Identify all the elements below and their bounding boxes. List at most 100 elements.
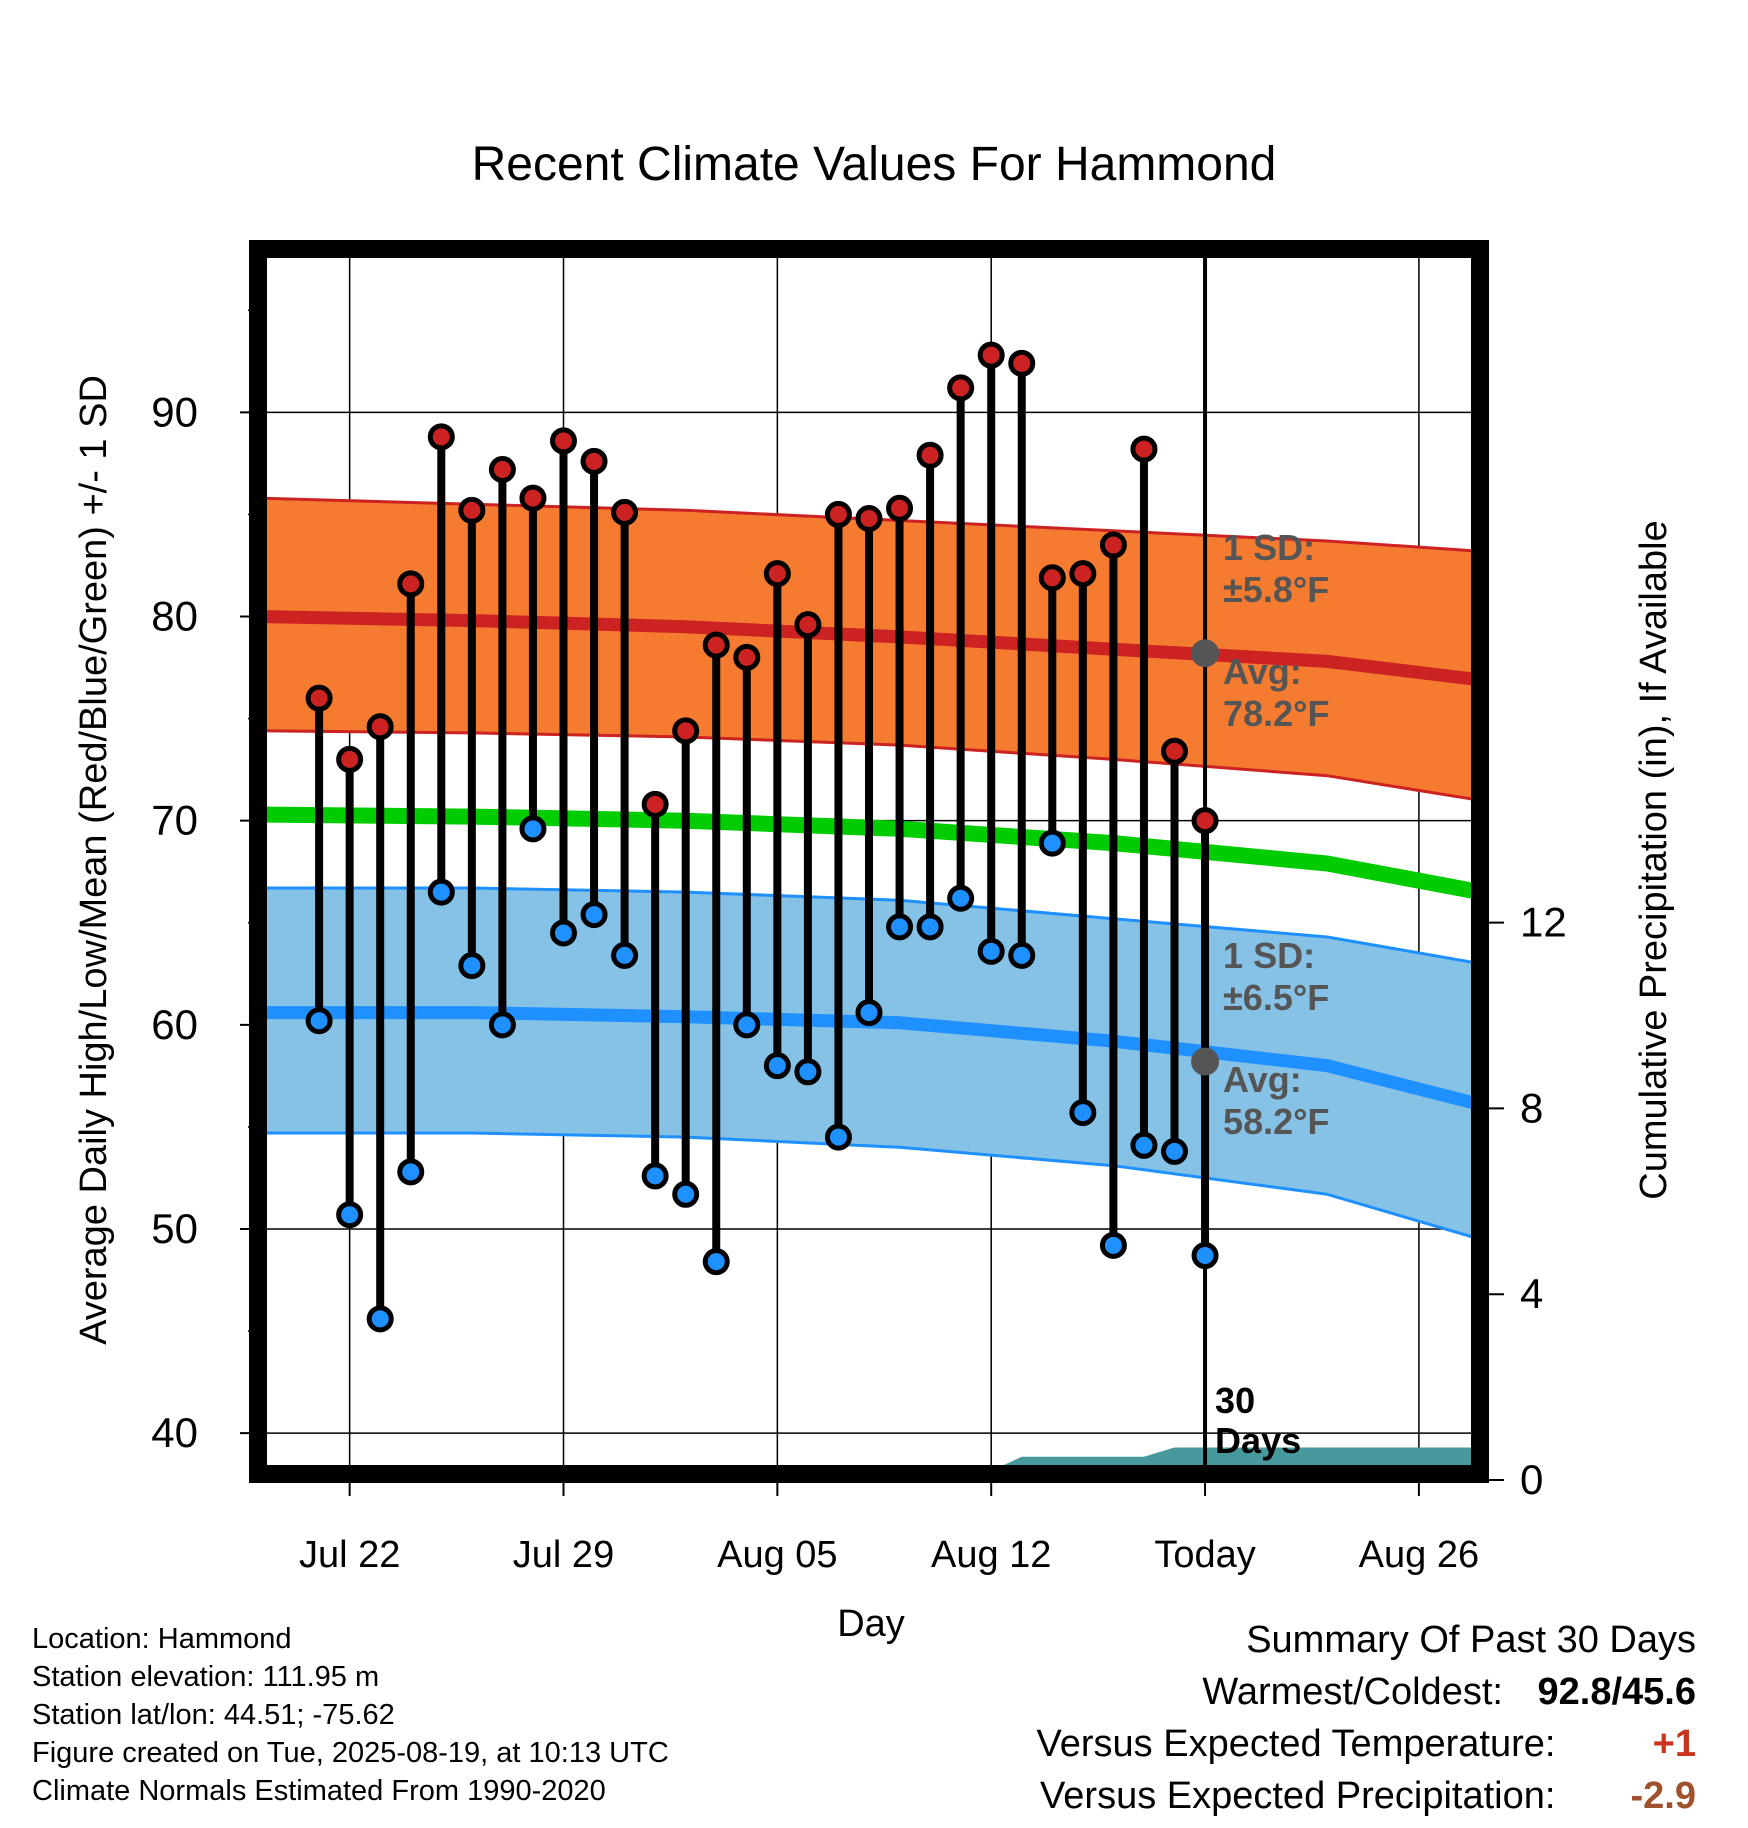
obs-low-point <box>824 1123 852 1151</box>
high-avg-value: 78.2°F <box>1223 693 1329 734</box>
info-normals: Climate Normals Estimated From 1990-2020 <box>32 1775 606 1807</box>
summary-warm-cold: Warmest/Coldest: 92.8/45.6 <box>796 1666 1696 1718</box>
axes: 40 50 60 70 80 90 0 4 8 12 Jul 22 Jul 29 Aug 05 Aug 1… <box>151 240 1567 1576</box>
high-avg-marker <box>1191 639 1220 668</box>
obs-high-point <box>611 498 639 526</box>
obs-high-point <box>641 790 669 818</box>
obs-low-point <box>336 1201 364 1229</box>
obs-high-point <box>427 423 455 451</box>
summary-temp: Versus Expected Temperature: +1 <box>796 1718 1696 1770</box>
y-tick-label: 80 <box>151 593 198 640</box>
y-tick-label: 40 <box>151 1409 198 1456</box>
chart-title: Recent Climate Values For Hammond <box>472 138 1277 191</box>
obs-low-point <box>977 937 1005 965</box>
obs-low-point <box>1099 1231 1127 1259</box>
y-tick-label: 50 <box>151 1205 198 1252</box>
info-elevation: Station elevation: 111.95 m <box>32 1661 380 1693</box>
x-axis-label: Day <box>837 1603 905 1645</box>
x-tick-label: Jul 22 <box>299 1534 400 1576</box>
plot-frame <box>249 240 1489 1483</box>
info-created: Figure created on Tue, 2025-08-19, at 10… <box>32 1737 669 1769</box>
temp-label: Versus Expected Temperature: <box>1036 1723 1556 1765</box>
obs-low-point <box>611 941 639 969</box>
y-tick-label: 90 <box>151 388 198 435</box>
obs-low-point <box>672 1180 700 1208</box>
summary-heading: Summary Of Past 30 Days <box>1246 1619 1696 1661</box>
obs-high-point <box>550 427 577 455</box>
obs-high-point <box>702 631 730 659</box>
obs-low-point <box>427 878 455 906</box>
precip-label: Versus Expected Precipitation: <box>1040 1775 1556 1817</box>
obs-high-point <box>1161 737 1188 765</box>
y-axis-label: Average Daily High/Low/Mean (Red/Blue/Gr… <box>73 375 115 1345</box>
obs-high-point <box>336 745 364 773</box>
obs-high-point <box>1069 560 1097 588</box>
obs-high-point <box>1099 531 1127 559</box>
low-sd-band-lower-edge <box>258 1131 1481 1241</box>
obs-low-point <box>763 1052 791 1080</box>
y2-tick-label: 12 <box>1520 899 1567 946</box>
obs-low-point <box>458 952 486 980</box>
obs-low-point <box>488 1011 516 1039</box>
obs-high-point <box>1008 349 1036 377</box>
obs-low-point <box>305 1007 333 1035</box>
obs-low-point <box>550 919 577 947</box>
obs-low-point <box>1191 1242 1219 1270</box>
obs-low-point <box>733 1011 761 1039</box>
obs-high-point <box>519 484 547 512</box>
x-tick-label: Today <box>1154 1534 1255 1576</box>
y2-tick-label: 4 <box>1520 1270 1543 1317</box>
temp-value: +1 <box>1652 1723 1696 1765</box>
low-sd-label: 1 SD: <box>1223 935 1315 976</box>
today-days-label: Days <box>1215 1420 1301 1461</box>
today-count-label: 30 <box>1215 1380 1255 1421</box>
normal-low-line <box>258 1006 1482 1111</box>
obs-high-point <box>580 447 608 475</box>
y2-axis-label: Cumulative Precipitation (in), If Availa… <box>1633 520 1675 1199</box>
precip-value: -2.9 <box>1630 1775 1696 1817</box>
station-info: Location: Hammond Station elevation: 111… <box>32 1620 669 1810</box>
x-tick-label: Aug 26 <box>1359 1534 1479 1576</box>
obs-high-point <box>1130 435 1158 463</box>
obs-low-point <box>886 913 914 941</box>
obs-low-point <box>366 1305 394 1333</box>
obs-low-point <box>855 999 883 1027</box>
high-sd-value: ±5.8°F <box>1223 569 1329 610</box>
obs-high-point <box>1038 564 1066 592</box>
obs-low-point <box>580 901 608 929</box>
obs-low-point <box>702 1248 730 1276</box>
obs-high-point <box>366 713 394 741</box>
obs-low-point <box>1008 941 1036 969</box>
warm-cold-label: Warmest/Coldest: <box>1202 1671 1503 1713</box>
x-tick-label: Jul 29 <box>513 1534 614 1576</box>
obs-high-point <box>916 441 944 469</box>
obs-high-point <box>763 560 791 588</box>
obs-low-point <box>916 913 944 941</box>
obs-high-point <box>886 494 914 522</box>
obs-high-point <box>947 374 975 402</box>
high-sd-label: 1 SD: <box>1223 527 1315 568</box>
obs-low-point <box>947 884 975 912</box>
high-avg-label: Avg: <box>1223 651 1302 692</box>
obs-high-point <box>855 505 883 532</box>
low-avg-marker <box>1191 1047 1220 1076</box>
summary-panel: Summary Of Past 30 Days Warmest/Coldest:… <box>796 1614 1696 1822</box>
obs-high-point <box>733 643 761 671</box>
obs-low-point <box>794 1058 822 1086</box>
obs-low-point <box>1069 1099 1097 1127</box>
obs-high-point <box>458 496 486 524</box>
obs-low-point <box>641 1162 669 1190</box>
info-latlon: Station lat/lon: 44.51; -75.62 <box>32 1699 395 1731</box>
obs-high-point <box>824 500 852 528</box>
x-tick-label: Aug 12 <box>931 1534 1051 1576</box>
y2-tick-label: 8 <box>1520 1084 1543 1131</box>
obs-high-point <box>488 456 516 483</box>
obs-high-point <box>794 611 822 639</box>
x-tick-label: Aug 05 <box>717 1534 837 1576</box>
warm-cold-value: 92.8/45.6 <box>1537 1671 1696 1713</box>
y2-tick-label: 0 <box>1520 1456 1543 1503</box>
obs-high-point <box>1191 807 1219 835</box>
obs-low-point <box>1038 829 1066 857</box>
